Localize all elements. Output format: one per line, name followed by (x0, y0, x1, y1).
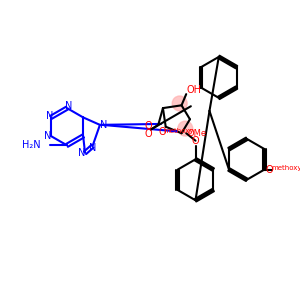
Text: OH: OH (186, 85, 201, 95)
Text: O: O (192, 136, 199, 146)
Text: methoxy: methoxy (272, 165, 300, 171)
Text: N: N (89, 143, 96, 153)
Text: N: N (46, 111, 54, 121)
Text: O: O (144, 129, 152, 139)
Circle shape (172, 96, 187, 111)
Text: O: O (158, 127, 166, 137)
Text: H₂N: H₂N (22, 140, 41, 150)
Text: O: O (144, 121, 152, 131)
Text: methoxy: methoxy (164, 128, 194, 134)
Text: OMe: OMe (188, 129, 207, 138)
Text: O: O (265, 165, 273, 175)
Text: N: N (100, 120, 107, 130)
Text: N: N (44, 131, 52, 141)
Text: N: N (78, 148, 85, 158)
Text: N: N (65, 101, 73, 111)
Circle shape (178, 121, 193, 136)
